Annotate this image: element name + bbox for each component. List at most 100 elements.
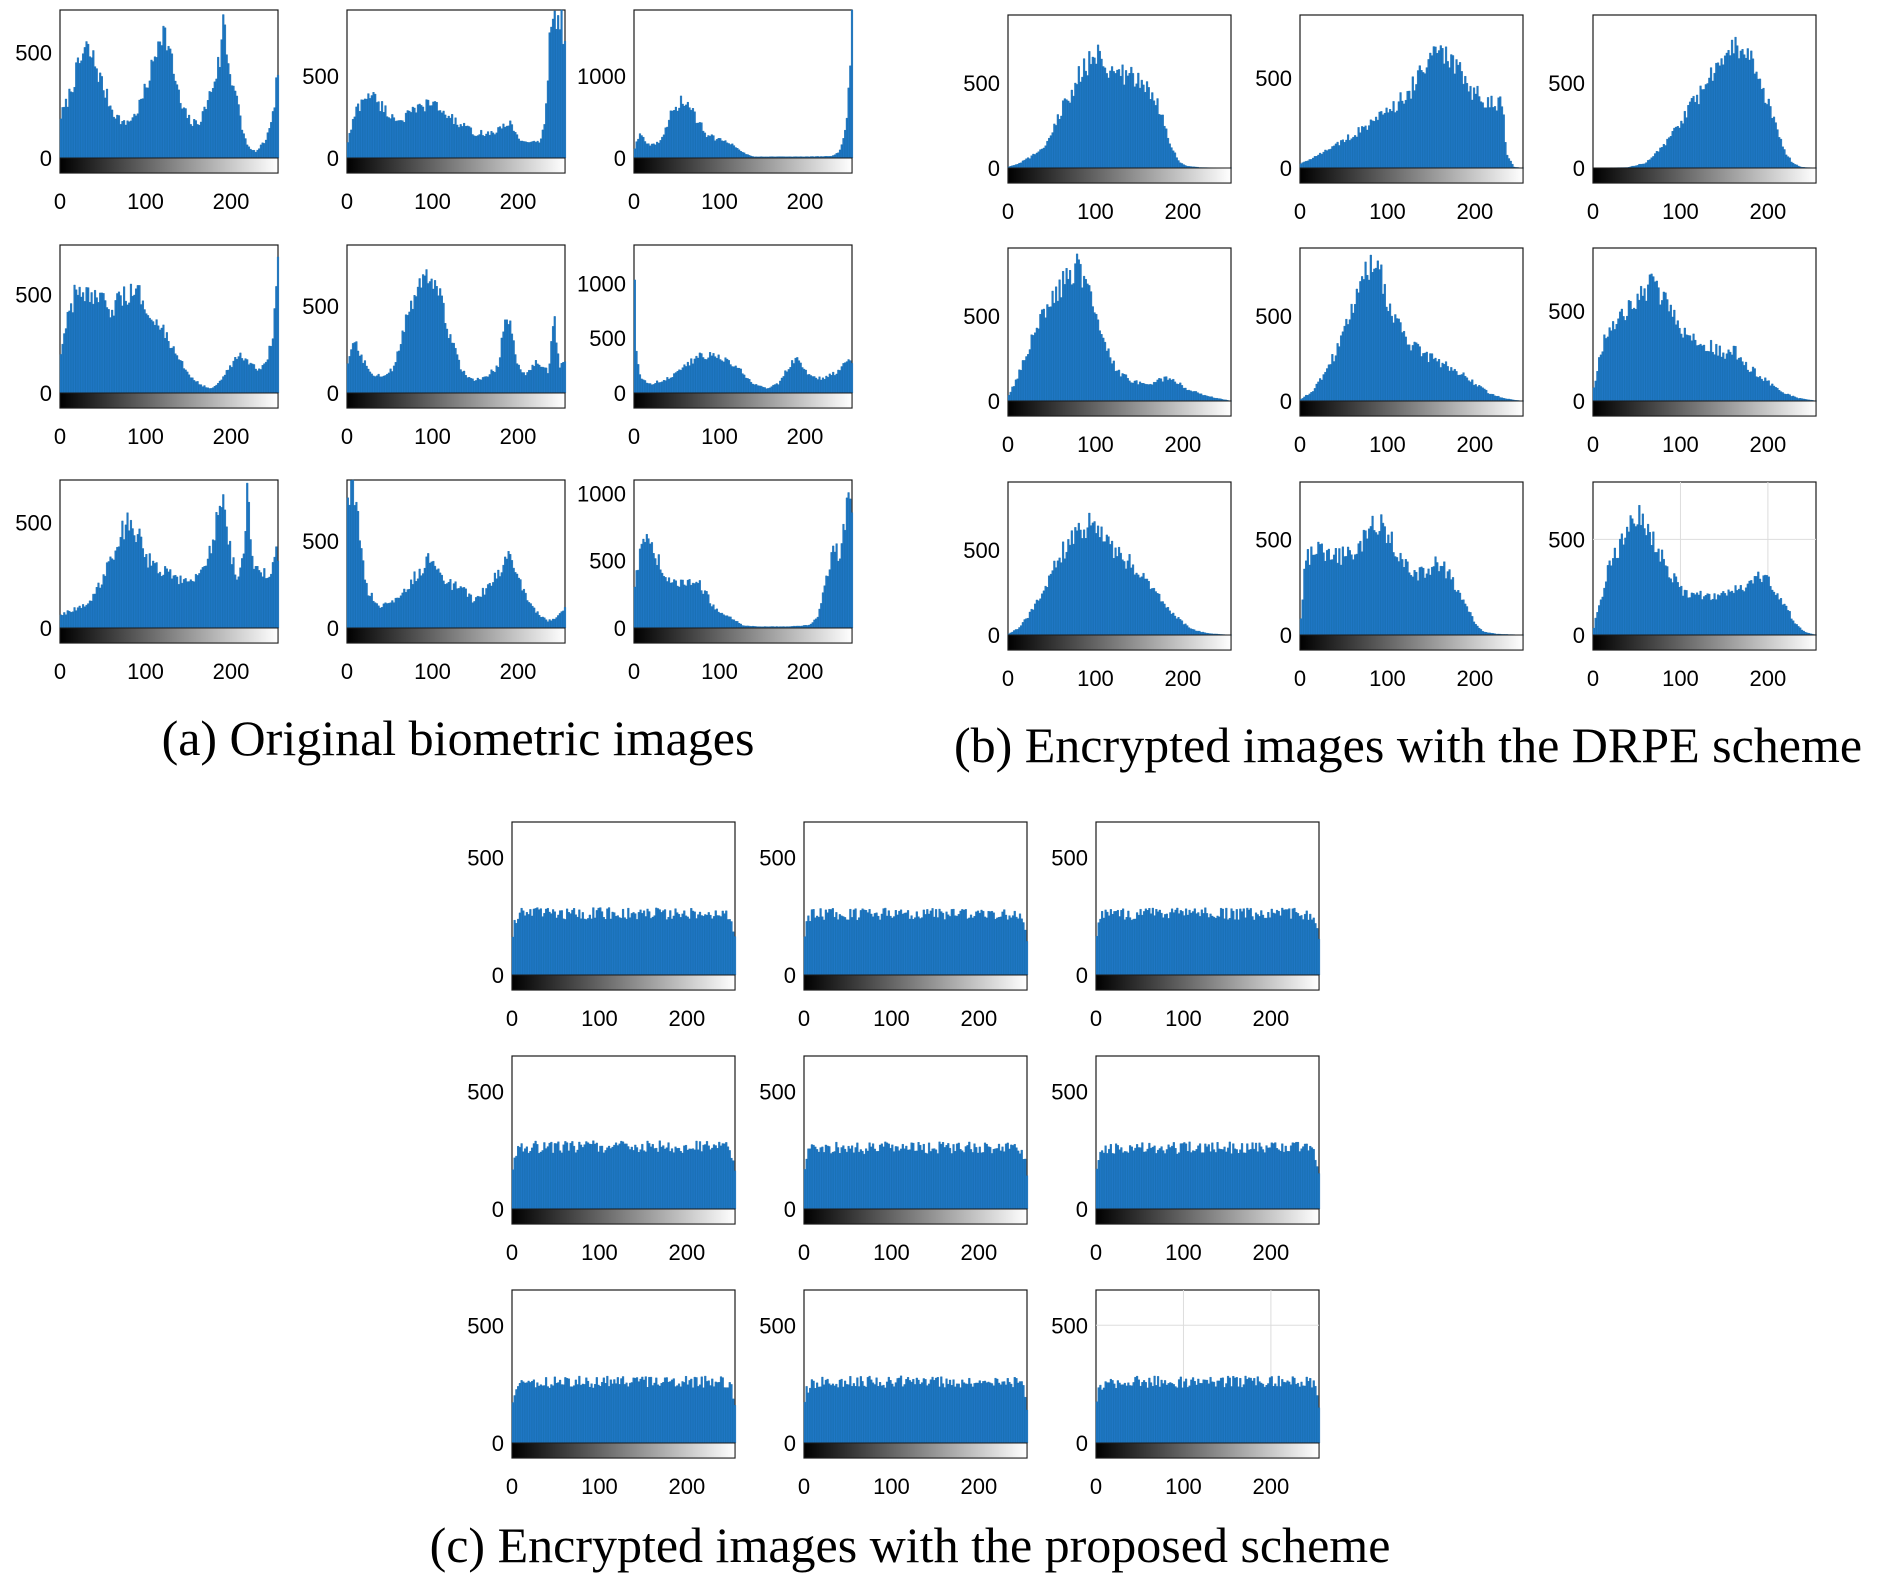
y-tick-label: 500 [467, 1079, 504, 1104]
y-tick-label: 1000 [577, 64, 626, 89]
y-tick-label: 0 [784, 963, 796, 988]
y-tick-label: 500 [963, 538, 1000, 563]
y-tick-label: 500 [589, 326, 626, 351]
y-tick-label: 500 [1255, 66, 1292, 91]
y-tick-label: 500 [759, 845, 796, 870]
x-tick-label: 0 [506, 1006, 518, 1031]
x-tick-label: 200 [213, 189, 250, 214]
x-tick-label: 0 [506, 1240, 518, 1265]
x-tick-label: 100 [701, 659, 738, 684]
histogram-bars [511, 1375, 737, 1444]
x-tick-label: 100 [127, 189, 164, 214]
x-tick-label: 0 [798, 1240, 810, 1265]
y-tick-label: 500 [302, 294, 339, 319]
x-tick-label: 0 [628, 189, 640, 214]
caption-a: (a) Original biometric images [162, 710, 755, 766]
histogram-bars [1299, 45, 1524, 169]
x-tick-label: 200 [1253, 1474, 1290, 1499]
histogram-b-r1-c2: 0 500 0 100 200 [1255, 14, 1524, 224]
y-tick-label: 0 [1076, 963, 1088, 988]
gray-level-colorbar [1095, 1442, 1320, 1459]
caption-c: (c) Encrypted images with the proposed s… [430, 1517, 1391, 1573]
histogram-a-r3-c2: 0 500 0 100 200 [302, 479, 567, 684]
x-tick-label: 100 [873, 1006, 910, 1031]
gray-level-colorbar [1299, 167, 1524, 184]
y-tick-label: 500 [1051, 845, 1088, 870]
x-tick-label: 200 [787, 424, 824, 449]
histogram-bars [511, 1140, 737, 1210]
x-tick-label: 100 [414, 424, 451, 449]
y-tick-label: 0 [1076, 1431, 1088, 1456]
histogram-bars [633, 279, 854, 394]
histogram-c-r1-c1: 0 500 0 100 200 [467, 821, 737, 1031]
y-tick-label: 1000 [577, 481, 626, 506]
y-tick-label: 0 [988, 389, 1000, 414]
x-tick-label: 200 [1750, 432, 1787, 457]
gray-level-colorbar [633, 392, 853, 409]
x-tick-label: 0 [1587, 432, 1599, 457]
histogram-bars [633, 492, 854, 629]
histogram-bars [59, 14, 280, 159]
histogram-bars [346, 9, 567, 159]
x-tick-label: 100 [1165, 1240, 1202, 1265]
x-tick-label: 0 [1587, 666, 1599, 691]
x-tick-label: 200 [500, 424, 537, 449]
x-tick-label: 0 [1002, 666, 1014, 691]
histogram-a-r3-c3: 0 500 1000 0 100 200 [577, 479, 854, 684]
y-tick-label: 0 [1280, 389, 1292, 414]
histogram-bars [803, 907, 1029, 976]
histogram-a-r1-c1: 0 500 0 100 200 [15, 9, 280, 214]
gray-level-colorbar [59, 157, 279, 174]
y-tick-label: 500 [963, 71, 1000, 96]
histogram-bars [1592, 273, 1817, 402]
y-tick-label: 0 [40, 381, 52, 406]
x-tick-label: 200 [213, 424, 250, 449]
y-tick-label: 0 [327, 381, 339, 406]
x-tick-label: 0 [1002, 199, 1014, 224]
x-tick-label: 100 [1369, 199, 1406, 224]
histogram-bars [346, 479, 567, 629]
histogram-bars [803, 1141, 1029, 1210]
x-tick-label: 200 [1253, 1006, 1290, 1031]
gray-level-colorbar [1007, 167, 1232, 184]
x-tick-label: 0 [628, 659, 640, 684]
gray-level-colorbar [633, 627, 853, 644]
histogram-bars [1592, 505, 1817, 636]
gray-level-colorbar [1592, 167, 1817, 184]
gray-level-colorbar [1592, 634, 1817, 651]
x-tick-label: 0 [1002, 432, 1014, 457]
y-tick-label: 0 [1280, 156, 1292, 181]
x-tick-label: 100 [1165, 1474, 1202, 1499]
y-tick-label: 500 [759, 1079, 796, 1104]
histogram-c-r2-c3: 0 500 0 100 200 [1051, 1055, 1321, 1265]
y-tick-label: 500 [1051, 1313, 1088, 1338]
x-tick-label: 0 [54, 189, 66, 214]
y-tick-label: 500 [589, 549, 626, 574]
histogram-bars [346, 269, 567, 394]
x-tick-label: 100 [1662, 199, 1699, 224]
y-tick-label: 0 [327, 146, 339, 171]
x-tick-label: 100 [581, 1240, 618, 1265]
x-tick-label: 0 [1294, 432, 1306, 457]
y-tick-label: 500 [759, 1313, 796, 1338]
histogram-a-r1-c3: 0 1000 0 100 200 [577, 9, 854, 214]
histogram-bars [59, 256, 280, 394]
histogram-c-r1-c2: 0 500 0 100 200 [759, 821, 1029, 1031]
x-tick-label: 0 [341, 424, 353, 449]
gray-level-colorbar [633, 157, 853, 174]
y-tick-label: 0 [327, 616, 339, 641]
gray-level-colorbar [511, 1208, 736, 1225]
histogram-bars [633, 9, 854, 159]
histogram-c-r2-c2: 0 500 0 100 200 [759, 1055, 1029, 1265]
y-tick-label: 0 [492, 1431, 504, 1456]
x-tick-label: 200 [500, 659, 537, 684]
gray-level-colorbar [59, 392, 279, 409]
x-tick-label: 200 [1750, 199, 1787, 224]
x-tick-label: 100 [1662, 666, 1699, 691]
x-tick-label: 100 [873, 1240, 910, 1265]
histogram-bars [1007, 512, 1232, 636]
x-tick-label: 200 [669, 1240, 706, 1265]
histogram-b-r2-c1: 0 500 0 100 200 [963, 247, 1232, 457]
